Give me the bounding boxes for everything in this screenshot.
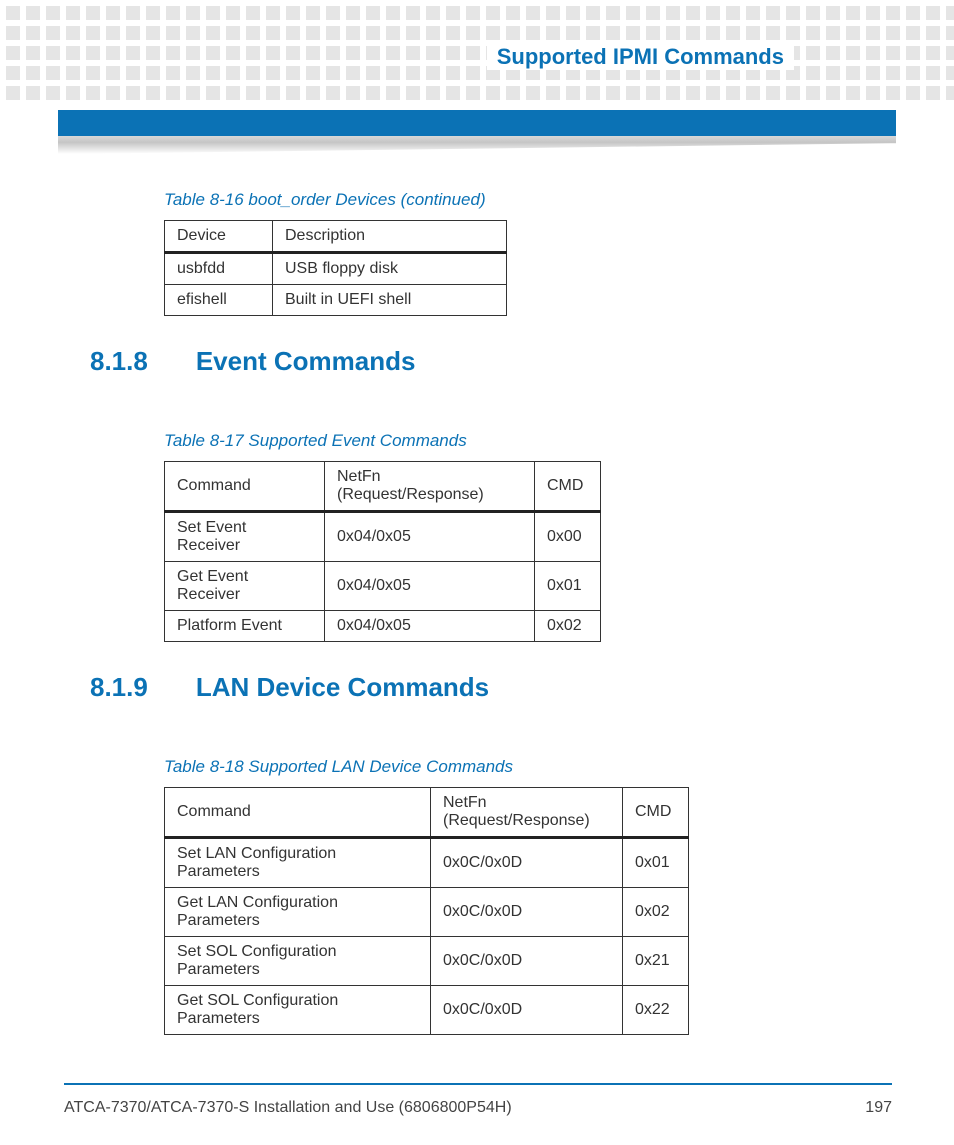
page-footer: ATCA-7370/ATCA-7370-S Installation and U… — [64, 1099, 892, 1117]
table-row: Get SOL Configuration Parameters 0x0C/0x… — [165, 986, 689, 1035]
header-gray-wedge — [58, 136, 896, 154]
table-cell: 0x02 — [535, 611, 601, 642]
table-1-caption: Table 8-16 boot_order Devices (continued… — [164, 190, 864, 210]
table-cell: 0x0C/0x0D — [431, 888, 623, 937]
table-cell: Get Event Receiver — [165, 562, 325, 611]
table-header-cell: Command — [165, 788, 431, 838]
table-lan-device-commands: Command NetFn (Request/Response) CMD Set… — [164, 787, 689, 1035]
table-cell: 0x01 — [623, 838, 689, 888]
table-cell: 0x00 — [535, 512, 601, 562]
table-cell: 0x01 — [535, 562, 601, 611]
table-cell: usbfdd — [165, 253, 273, 285]
table-cell: 0x02 — [623, 888, 689, 937]
table-cell: 0x04/0x05 — [325, 512, 535, 562]
footer-page-number: 197 — [865, 1099, 892, 1117]
table-cell: 0x0C/0x0D — [431, 986, 623, 1035]
table-header-cell: Description — [273, 221, 507, 253]
header-dot-pattern — [0, 0, 954, 100]
header-blue-bar — [58, 110, 896, 136]
table-cell: 0x21 — [623, 937, 689, 986]
table-row: Set SOL Configuration Parameters 0x0C/0x… — [165, 937, 689, 986]
table-2-caption: Table 8-17 Supported Event Commands — [164, 431, 864, 451]
table-header-cell: NetFn (Request/Response) — [431, 788, 623, 838]
table-cell: 0x04/0x05 — [325, 562, 535, 611]
table-cell: 0x0C/0x0D — [431, 838, 623, 888]
section-heading-event-commands: 8.1.8 Event Commands — [90, 346, 864, 377]
table-cell: 0x22 — [623, 986, 689, 1035]
table-event-commands: Command NetFn (Request/Response) CMD Set… — [164, 461, 601, 642]
table-header-cell: NetFn (Request/Response) — [325, 462, 535, 512]
table-3-caption: Table 8-18 Supported LAN Device Commands — [164, 757, 864, 777]
footer-doc-title: ATCA-7370/ATCA-7370-S Installation and U… — [64, 1099, 512, 1117]
table-cell: Set LAN Configuration Parameters — [165, 838, 431, 888]
table-cell: Set Event Receiver — [165, 512, 325, 562]
section-heading-lan-device-commands: 8.1.9 LAN Device Commands — [90, 672, 864, 703]
table-row: Platform Event 0x04/0x05 0x02 — [165, 611, 601, 642]
table-cell: Platform Event — [165, 611, 325, 642]
table-cell: USB floppy disk — [273, 253, 507, 285]
table-cell: Get SOL Configuration Parameters — [165, 986, 431, 1035]
table-cell: Set SOL Configuration Parameters — [165, 937, 431, 986]
table-cell: efishell — [165, 285, 273, 316]
section-title: LAN Device Commands — [196, 672, 489, 703]
table-header-cell: CMD — [535, 462, 601, 512]
table-header-cell: Device — [165, 221, 273, 253]
footer-divider — [64, 1083, 892, 1085]
section-number: 8.1.8 — [90, 346, 148, 377]
table-cell: 0x0C/0x0D — [431, 937, 623, 986]
table-row: Set LAN Configuration Parameters 0x0C/0x… — [165, 838, 689, 888]
page-content: Table 8-16 boot_order Devices (continued… — [90, 180, 864, 1065]
table-cell: Built in UEFI shell — [273, 285, 507, 316]
section-title: Event Commands — [196, 346, 416, 377]
table-row: Get LAN Configuration Parameters 0x0C/0x… — [165, 888, 689, 937]
table-header-cell: CMD — [623, 788, 689, 838]
table-row: Get Event Receiver 0x04/0x05 0x01 — [165, 562, 601, 611]
table-row: Set Event Receiver 0x04/0x05 0x00 — [165, 512, 601, 562]
chapter-title: Supported IPMI Commands — [487, 44, 794, 70]
table-boot-order-devices: Device Description usbfdd USB floppy dis… — [164, 220, 507, 316]
table-row: usbfdd USB floppy disk — [165, 253, 507, 285]
table-header-cell: Command — [165, 462, 325, 512]
table-row: efishell Built in UEFI shell — [165, 285, 507, 316]
section-number: 8.1.9 — [90, 672, 148, 703]
table-cell: 0x04/0x05 — [325, 611, 535, 642]
table-cell: Get LAN Configuration Parameters — [165, 888, 431, 937]
